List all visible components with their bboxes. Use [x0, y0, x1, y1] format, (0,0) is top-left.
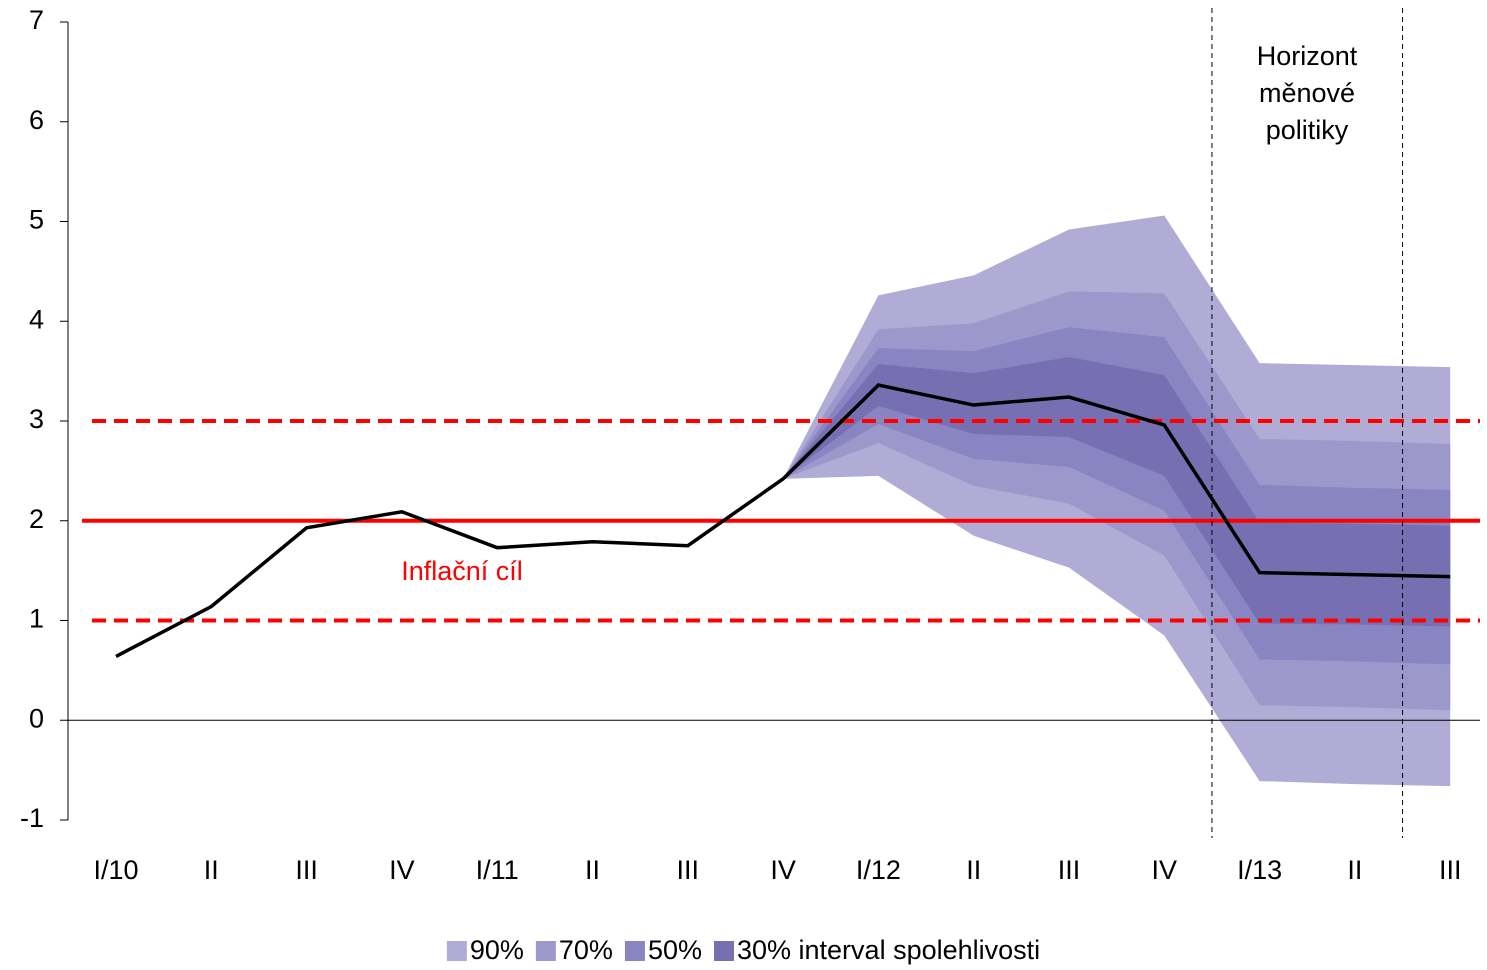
legend-swatch	[713, 941, 734, 961]
y-tick-label: 0	[29, 703, 44, 733]
annotation: měnové	[1259, 78, 1355, 108]
x-tick-label: I/13	[1237, 855, 1282, 885]
y-tick-label: 3	[29, 404, 44, 434]
x-tick-label: II	[966, 855, 981, 885]
x-tick-label: II	[204, 855, 219, 885]
y-tick-label: -1	[20, 803, 44, 833]
forecast-line	[115, 383, 1451, 658]
fan-band	[783, 357, 1451, 627]
legend-label: 70%	[559, 935, 613, 965]
x-tick-label: III	[295, 855, 318, 885]
y-tick-label: 4	[29, 304, 44, 334]
x-tick-label: III	[1058, 855, 1081, 885]
y-tick-label: 7	[29, 5, 44, 35]
y-tick-label: 6	[29, 105, 44, 135]
y-tick-label: 1	[29, 604, 44, 634]
legend-swatch	[535, 941, 556, 961]
target-label: Inflační cíl	[401, 556, 523, 586]
annotation: Horizont	[1257, 41, 1358, 71]
x-tick-label: IV	[389, 855, 415, 885]
x-tick-label: II	[585, 855, 600, 885]
x-tick-label: I/12	[856, 855, 901, 885]
x-tick-label: I/10	[93, 855, 138, 885]
legend-swatch	[446, 941, 467, 961]
legend-label: 30% interval spolehlivosti	[737, 935, 1040, 965]
x-tick-label: III	[677, 855, 700, 885]
x-tick-label: I/11	[476, 855, 519, 885]
x-tick-label: IV	[1152, 855, 1178, 885]
x-tick-label: II	[1347, 855, 1362, 885]
x-tick-label: IV	[770, 855, 796, 885]
x-tick-label: III	[1439, 855, 1462, 885]
legend-label: 90%	[470, 935, 524, 965]
legend-label: 50%	[648, 935, 702, 965]
legend-swatch	[624, 941, 645, 961]
y-tick-label: 2	[29, 504, 44, 534]
annotation: politiky	[1266, 115, 1349, 145]
y-tick-label: 5	[29, 205, 44, 235]
